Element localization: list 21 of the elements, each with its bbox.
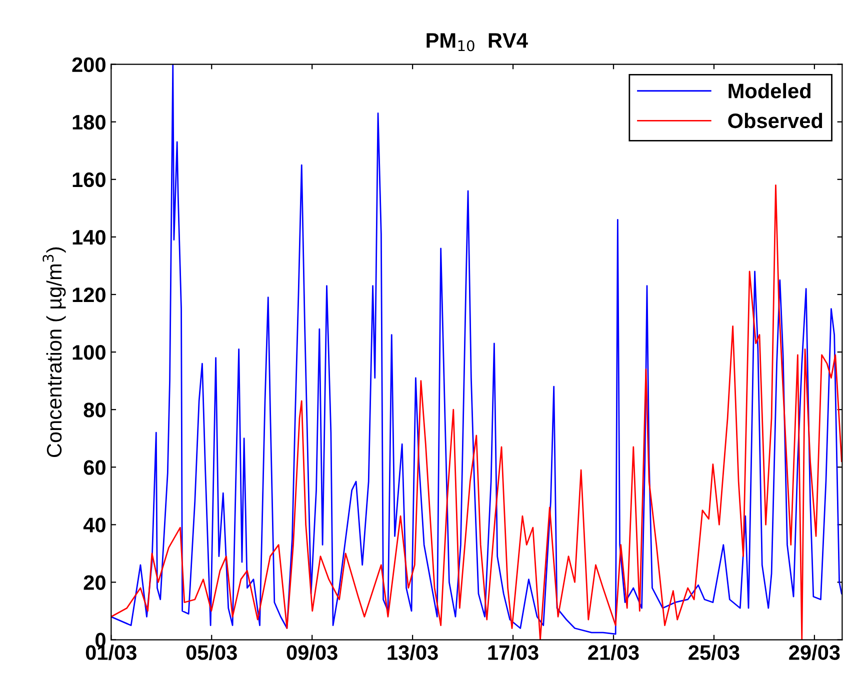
chart-title: PM$_{10}$ RV4: [426, 33, 528, 52]
y-tick-label: 180: [72, 114, 106, 130]
x-tick-label: 09/03: [286, 644, 338, 660]
x-tick-label: 05/03: [186, 644, 237, 660]
x-tick-label: 29/03: [789, 644, 840, 660]
y-axis-title: Concentration ( µg/m$^{3}$): [42, 247, 66, 458]
y-tick-label: 200: [72, 57, 106, 72]
y-tick-label: 100: [72, 345, 106, 360]
x-tick-label: 17/03: [488, 644, 538, 660]
y-tick-label: 140: [72, 230, 106, 245]
legend-label: Observed: [728, 112, 822, 128]
x-tick-label: 25/03: [688, 644, 740, 660]
y-tick-label: 120: [72, 287, 106, 302]
y-tick-label: 40: [83, 518, 106, 532]
y-tick-label: 80: [84, 402, 106, 418]
y-tick-label: 20: [84, 575, 106, 590]
x-tick-label: 13/03: [388, 644, 438, 660]
x-tick-label: 21/03: [588, 644, 639, 660]
legend-label: Modeled: [728, 83, 810, 98]
y-tick-label: 60: [84, 460, 106, 475]
y-tick-label: 160: [72, 172, 106, 188]
